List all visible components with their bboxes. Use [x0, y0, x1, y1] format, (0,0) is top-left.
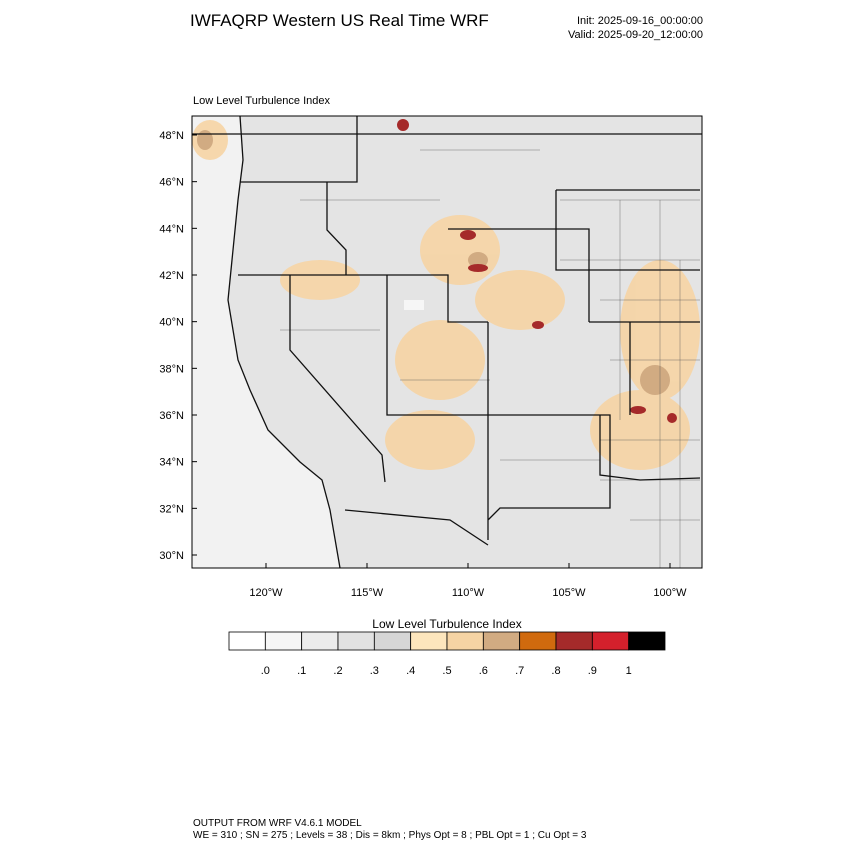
colorbar-box	[446, 631, 484, 651]
colorbar-box	[264, 631, 303, 651]
colorbar-label: .1	[297, 665, 306, 677]
turbulence-high	[197, 130, 670, 395]
colorbar-label: .7	[515, 665, 524, 677]
lat-label: 46°N	[159, 177, 184, 189]
colorbar-box	[373, 631, 412, 651]
lat-label: 30°N	[159, 550, 184, 562]
colorbar-box	[591, 631, 630, 651]
colorbar-box	[628, 631, 666, 651]
colorbar-label: .3	[370, 665, 379, 677]
lon-label: 110°W	[452, 587, 485, 599]
lat-label: 44°N	[159, 223, 184, 235]
init-time: Init: 2025-09-16_00:00:00	[577, 15, 703, 27]
map-title: Low Level Turbulence Index	[193, 95, 330, 107]
lat-label: 48°N	[159, 130, 184, 142]
state-borders	[192, 116, 702, 568]
lat-label: 36°N	[159, 410, 184, 422]
lon-label: 115°W	[351, 587, 384, 599]
colorbar-label: 1	[626, 665, 632, 677]
map-frame	[191, 115, 703, 569]
colorbar-box	[337, 631, 375, 651]
lat-label: 34°N	[159, 457, 184, 469]
colorbar-title: Low Level Turbulence Index	[372, 617, 521, 631]
footer-line: OUTPUT FROM WRF V4.6.1 MODEL	[193, 818, 362, 829]
colorbar-label: .6	[479, 665, 488, 677]
colorbar-label: .2	[333, 665, 342, 677]
lon-label: 100°W	[653, 587, 687, 599]
lat-label: 42°N	[159, 270, 184, 282]
colorbar-label: .0	[261, 665, 270, 677]
valid-time: Valid: 2025-09-20_12:00:00	[568, 29, 703, 41]
colorbar-label: .4	[406, 665, 415, 677]
lon-labels: 120°W 115°W 110°W 105°W 100°W	[249, 563, 687, 599]
colorbar-label: .5	[442, 665, 451, 677]
colorbar-box	[482, 631, 521, 651]
lat-label: 32°N	[159, 503, 184, 515]
map: 48°N 46°N 44°N 42°N 40°N 38°N 36°N 34°N 32°N 30°N…	[159, 115, 703, 599]
title: IWFAQRP Western US Real Time WRF	[190, 11, 489, 30]
colorbar: .0 .1 .2 .3 .4 .5 .6 .7 .8 .9 1	[228, 631, 666, 677]
salt-lake	[404, 300, 424, 310]
lat-labels: 48°N 46°N 44°N 42°N 40°N 38°N 36°N 34°N 32°N 30°N	[159, 130, 197, 562]
colorbar-box	[410, 631, 448, 651]
colorbar-box	[301, 631, 339, 651]
colorbar-box	[228, 631, 266, 651]
lon-label: 105°W	[552, 587, 586, 599]
lon-label: 120°W	[249, 587, 283, 599]
colorbar-label: .8	[551, 665, 560, 677]
colorbar-box	[519, 631, 557, 651]
colorbar-box	[555, 631, 593, 651]
colorbar-label: .9	[588, 665, 597, 677]
footer-line: WE = 310 ; SN = 275 ; Levels = 38 ; Dis …	[193, 830, 587, 841]
lat-label: 40°N	[159, 317, 184, 329]
turbulence-peak	[397, 119, 677, 423]
ocean	[192, 116, 340, 568]
lat-label: 38°N	[159, 363, 184, 375]
